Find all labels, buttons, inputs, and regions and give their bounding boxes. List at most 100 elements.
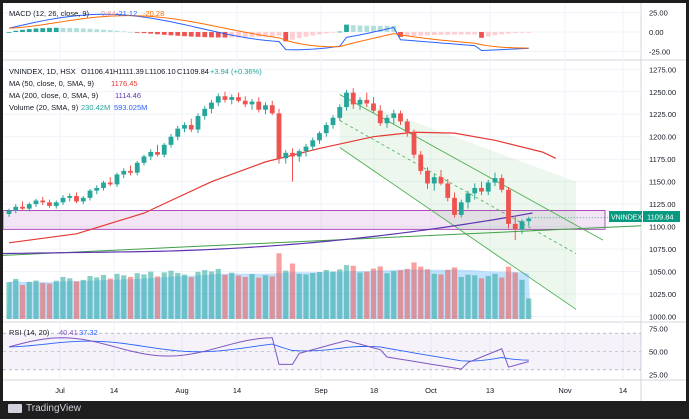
y-tick-label: 1050.00	[649, 268, 676, 277]
candle	[33, 198, 39, 207]
candle-body	[377, 110, 383, 124]
candle	[155, 144, 160, 157]
macd-histogram-bar	[40, 28, 46, 32]
macd-histogram-bar	[148, 32, 154, 34]
ma200-legend-name: MA (200, close, 0, SMA, 9)	[9, 91, 99, 100]
volume-bar	[458, 276, 464, 319]
candle-body	[479, 187, 484, 192]
candle	[53, 200, 59, 209]
volume-bar	[262, 275, 269, 319]
x-tick-label: Nov	[558, 386, 572, 395]
macd-histogram-bar	[202, 32, 208, 38]
candle-body	[128, 170, 133, 173]
candle	[418, 151, 424, 175]
candle	[310, 137, 316, 151]
macd-legend: MACD (12, 26, close, 9) 0.84 -21.12 -20.…	[9, 9, 164, 18]
macd-histogram-bar	[222, 32, 228, 38]
x-tick-label: 14	[110, 386, 118, 395]
chart-svg[interactable]: 1275.00 1250.00 1225.00 1200.00 1175.00 1150.…	[0, 3, 686, 401]
low-value: L1106.10	[145, 67, 176, 76]
volume-bar	[316, 272, 323, 319]
volume-bar	[445, 269, 451, 319]
candle-body	[384, 117, 390, 124]
ma50-line	[8, 131, 557, 244]
candle	[431, 174, 437, 191]
volume-bar	[53, 280, 59, 319]
candle	[323, 122, 329, 137]
candle	[80, 196, 86, 205]
macd-histogram-bar	[506, 32, 511, 34]
volume-bar	[492, 273, 498, 319]
volume-bar	[357, 272, 363, 319]
price-panel	[0, 88, 642, 319]
candle-body	[6, 210, 12, 215]
x-axis: Jul 14 Aug 14 Sep 18 Oct 13 Nov 14	[55, 386, 627, 395]
candle-body	[26, 204, 32, 209]
ma50-legend-value: 1176.45	[111, 79, 138, 88]
volume-bar	[296, 273, 302, 319]
candle-body	[40, 200, 46, 203]
rsi-y-tick-label: 75.00	[649, 325, 668, 334]
macd-histogram-bar	[168, 32, 174, 36]
volume-bar	[80, 279, 86, 319]
candle-body	[425, 170, 430, 184]
volume-bar	[6, 282, 12, 319]
macd-histogram-bar	[195, 32, 201, 37]
candle-body	[121, 170, 127, 175]
volume-bar	[276, 253, 282, 319]
candle-body	[296, 151, 302, 157]
volume-bar	[188, 277, 194, 319]
macd-histogram-bar	[445, 32, 451, 35]
candle	[13, 204, 19, 214]
volume-bar	[404, 268, 410, 319]
candle-body	[114, 174, 120, 185]
candle-body	[317, 133, 322, 141]
volume-bar	[478, 278, 485, 319]
channel-lower-line	[339, 147, 577, 310]
macd-histogram-bar	[53, 27, 59, 32]
macd-histogram-bar	[499, 32, 505, 35]
candle-body	[47, 202, 52, 206]
y-tick-label: 1275.00	[649, 65, 676, 74]
volume-bar	[289, 263, 296, 319]
macd-histogram-bar	[175, 32, 181, 36]
candle-body	[101, 182, 106, 188]
macd-y-tick-label: 25.00	[649, 9, 668, 18]
candle	[209, 99, 214, 114]
candle	[6, 208, 12, 217]
macd-histogram-bar	[74, 28, 79, 32]
macd-histogram-bar	[526, 32, 532, 33]
symbol-name: VNINDEX, 1D, HSX	[9, 67, 76, 76]
candle	[202, 106, 208, 120]
rsi-line	[8, 337, 529, 370]
candle-body	[452, 197, 457, 215]
x-tick-label: Sep	[314, 386, 327, 395]
candle	[60, 195, 66, 206]
macd-histogram-bar	[377, 25, 383, 32]
candle	[371, 97, 376, 114]
tradingview-brand[interactable]: TradingView	[8, 403, 81, 414]
regression-channel	[339, 94, 576, 310]
volume-value: 230.42M	[81, 103, 110, 112]
macd-histogram-bar	[465, 32, 471, 35]
candle-body	[465, 193, 471, 203]
candle	[445, 178, 451, 202]
macd-histogram-bar	[317, 32, 322, 35]
candle	[242, 96, 248, 108]
ma200-line	[0, 212, 533, 255]
candle-body	[134, 162, 140, 173]
macd-histogram-bar	[350, 25, 356, 32]
volume-bar	[121, 275, 127, 319]
macd-histogram-bar	[323, 32, 329, 34]
y-tick-label: 1125.00	[649, 200, 676, 209]
macd-histogram-bar	[276, 32, 282, 36]
candle-body	[195, 116, 201, 130]
volume-bar	[499, 277, 505, 319]
candle	[465, 190, 471, 209]
macd-histogram-bar	[101, 29, 106, 32]
volume-bar	[391, 271, 397, 319]
candle	[141, 154, 147, 166]
candle-body	[371, 103, 376, 111]
macd-histogram-bar	[128, 31, 133, 33]
candle-body	[107, 182, 113, 185]
